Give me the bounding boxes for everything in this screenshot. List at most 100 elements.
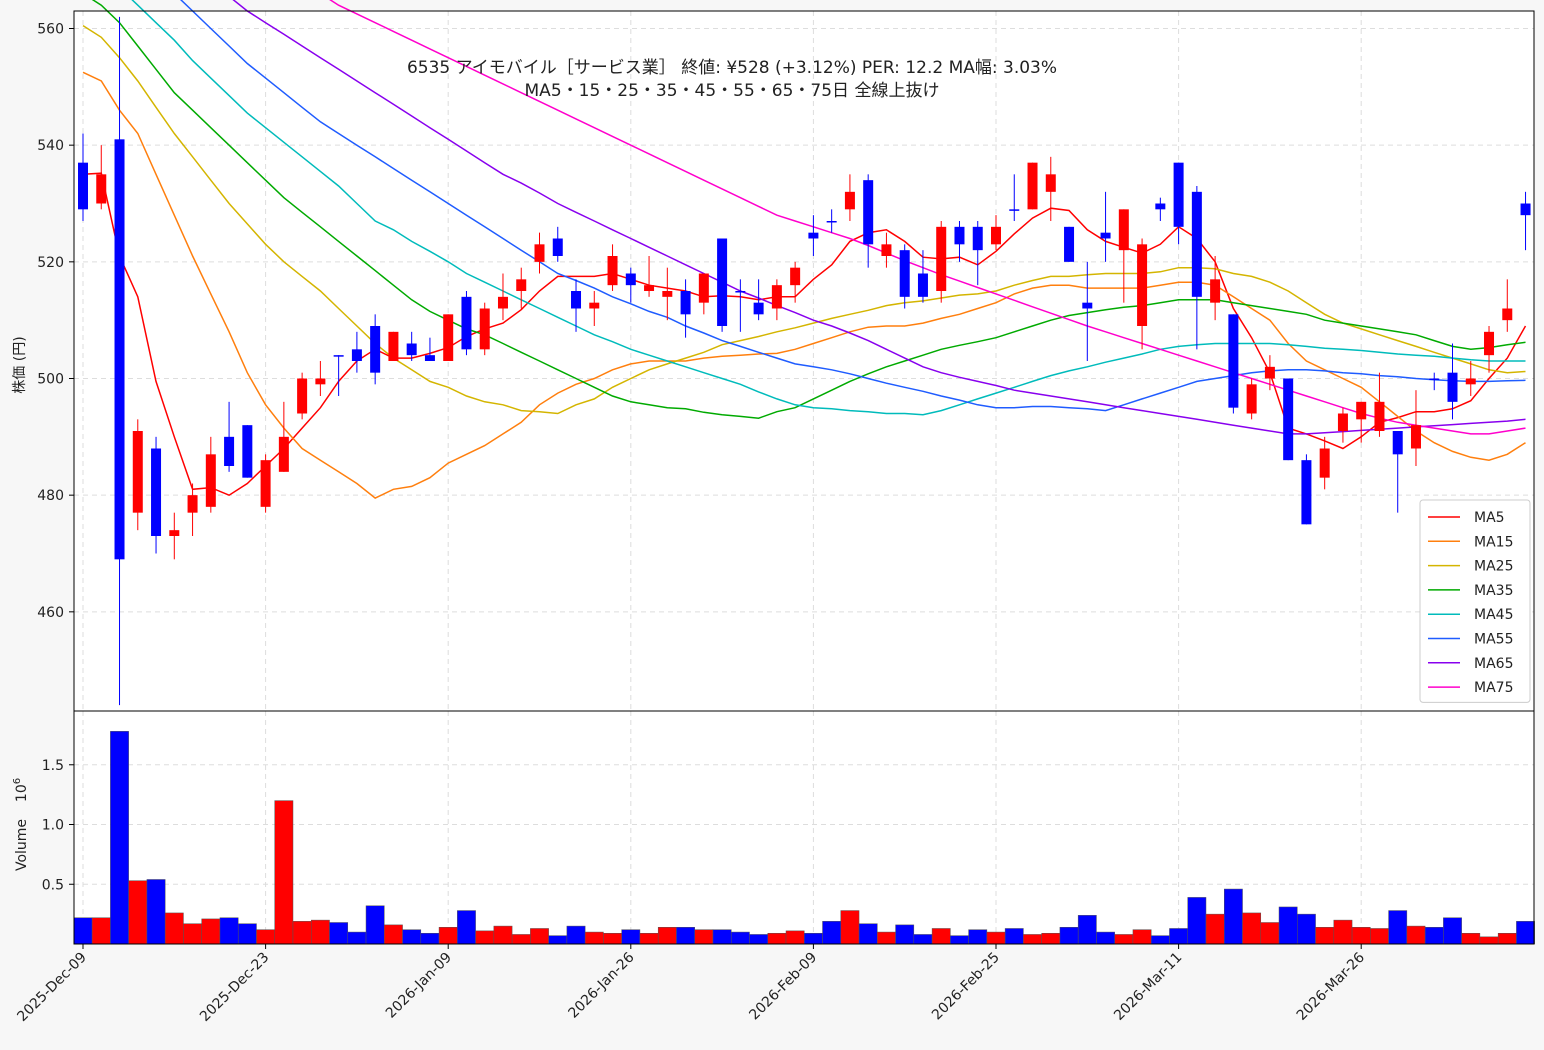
volume-bar (1023, 934, 1042, 945)
candle-body (680, 291, 691, 315)
volume-tick-label: 1.0 (42, 818, 64, 834)
volume-bar (840, 910, 860, 945)
volume-bar (730, 931, 750, 945)
candle-body (1429, 378, 1440, 380)
candle-body (753, 302, 764, 315)
volume-bar (146, 879, 166, 945)
candle-body (881, 244, 892, 256)
candle-body (1137, 244, 1148, 326)
volume-bar (950, 935, 969, 945)
volume-bar (183, 923, 202, 945)
legend-label: MA45 (1474, 607, 1513, 623)
volume-bar (1333, 919, 1353, 945)
candle-body (1447, 372, 1458, 402)
candle-body (132, 431, 143, 513)
volume-bar (384, 924, 403, 945)
volume-bar (73, 917, 93, 945)
volume-bar (1424, 927, 1444, 945)
candle-body (169, 530, 180, 536)
candle-body (808, 232, 819, 239)
volume-bar (1461, 932, 1481, 945)
candle-body (1173, 162, 1184, 227)
volume-bar (365, 905, 385, 945)
candle-body (571, 291, 582, 309)
volume-bar (1187, 897, 1207, 945)
volume-bar (548, 935, 568, 945)
candle-body (735, 291, 746, 293)
candle-body (114, 139, 125, 560)
candle-body (151, 448, 162, 536)
volume-bar (657, 927, 677, 945)
candle-body (698, 273, 709, 303)
candle-body (844, 191, 855, 210)
volume-bar (1077, 915, 1097, 945)
price-tick-label: 560 (37, 22, 64, 38)
legend-label: MA25 (1474, 559, 1513, 575)
legend-label: MA15 (1474, 534, 1513, 550)
candle-body (936, 226, 947, 291)
chart-title-line1: 6535 アイモバイル［サービス業］ 終値: ¥528 (+3.12%) PER… (407, 58, 1057, 78)
candle-body (1502, 308, 1513, 321)
volume-bar (1406, 925, 1426, 945)
volume-bar (1205, 913, 1225, 945)
legend-label: MA75 (1474, 680, 1513, 696)
price-tick-label: 480 (37, 488, 64, 504)
volume-tick-label: 0.5 (42, 877, 64, 893)
volume-bar (712, 929, 732, 945)
volume-bar (858, 923, 878, 945)
volume-bar (986, 931, 1006, 945)
volume-bar (1388, 910, 1408, 945)
volume-bar (1096, 931, 1115, 945)
candle-body (1100, 232, 1111, 239)
volume-bar (1479, 936, 1499, 945)
ma-line-ma35 (91, 0, 1526, 419)
volume-bar (1132, 929, 1152, 945)
volume-bar (237, 923, 257, 945)
volume-bar (91, 917, 111, 945)
volume-bar (1004, 928, 1024, 945)
candle-body (187, 495, 198, 513)
candle-body (863, 180, 874, 245)
volume-bar (621, 929, 641, 945)
volume-bar (128, 880, 148, 945)
candle-body (461, 296, 472, 350)
volume-bar (493, 925, 513, 945)
volume-bar (1059, 927, 1079, 945)
volume-bar (256, 929, 275, 945)
ma-line-ma25 (82, 24, 1526, 415)
candle-body (899, 250, 910, 297)
ma-line-ma15 (82, 71, 1526, 499)
price-tick-label: 500 (37, 372, 64, 388)
candle-body (424, 355, 435, 361)
volume-bar (511, 934, 531, 945)
legend-label: MA5 (1474, 510, 1505, 526)
volume-bar (676, 927, 695, 945)
legend: MA5 MA15 MA25 MA35 MA45 MA55 MA65 MA75 (1419, 499, 1531, 703)
candle-body (1392, 431, 1403, 455)
candle-body (205, 454, 216, 507)
candle-body (278, 436, 289, 472)
candle-body (78, 162, 88, 210)
candle-body (479, 308, 490, 350)
candle-body (1374, 401, 1385, 431)
volume-bar (1114, 934, 1134, 945)
chart-title-line2: MA5・15・25・35・45・55・65・75日 全線上抜け (525, 81, 940, 101)
ma-line-ma55 (180, 0, 1526, 412)
candle-body (644, 285, 655, 291)
volume-bar (968, 929, 988, 945)
candle-body (370, 326, 381, 373)
ma-line-ma45 (131, 0, 1526, 416)
volume-bar (530, 928, 549, 945)
candle-body (1319, 448, 1330, 478)
candle-body (954, 226, 965, 245)
candle-body (1082, 302, 1093, 309)
candle-body (333, 355, 344, 357)
volume-bar (311, 919, 330, 945)
candle-body (1228, 314, 1239, 408)
volume-bar (931, 928, 951, 945)
candle-body (1465, 378, 1476, 385)
volume-bar (877, 931, 896, 945)
candle-body (1484, 331, 1495, 356)
volume-bar (1370, 928, 1389, 945)
volume-bar (785, 930, 805, 945)
